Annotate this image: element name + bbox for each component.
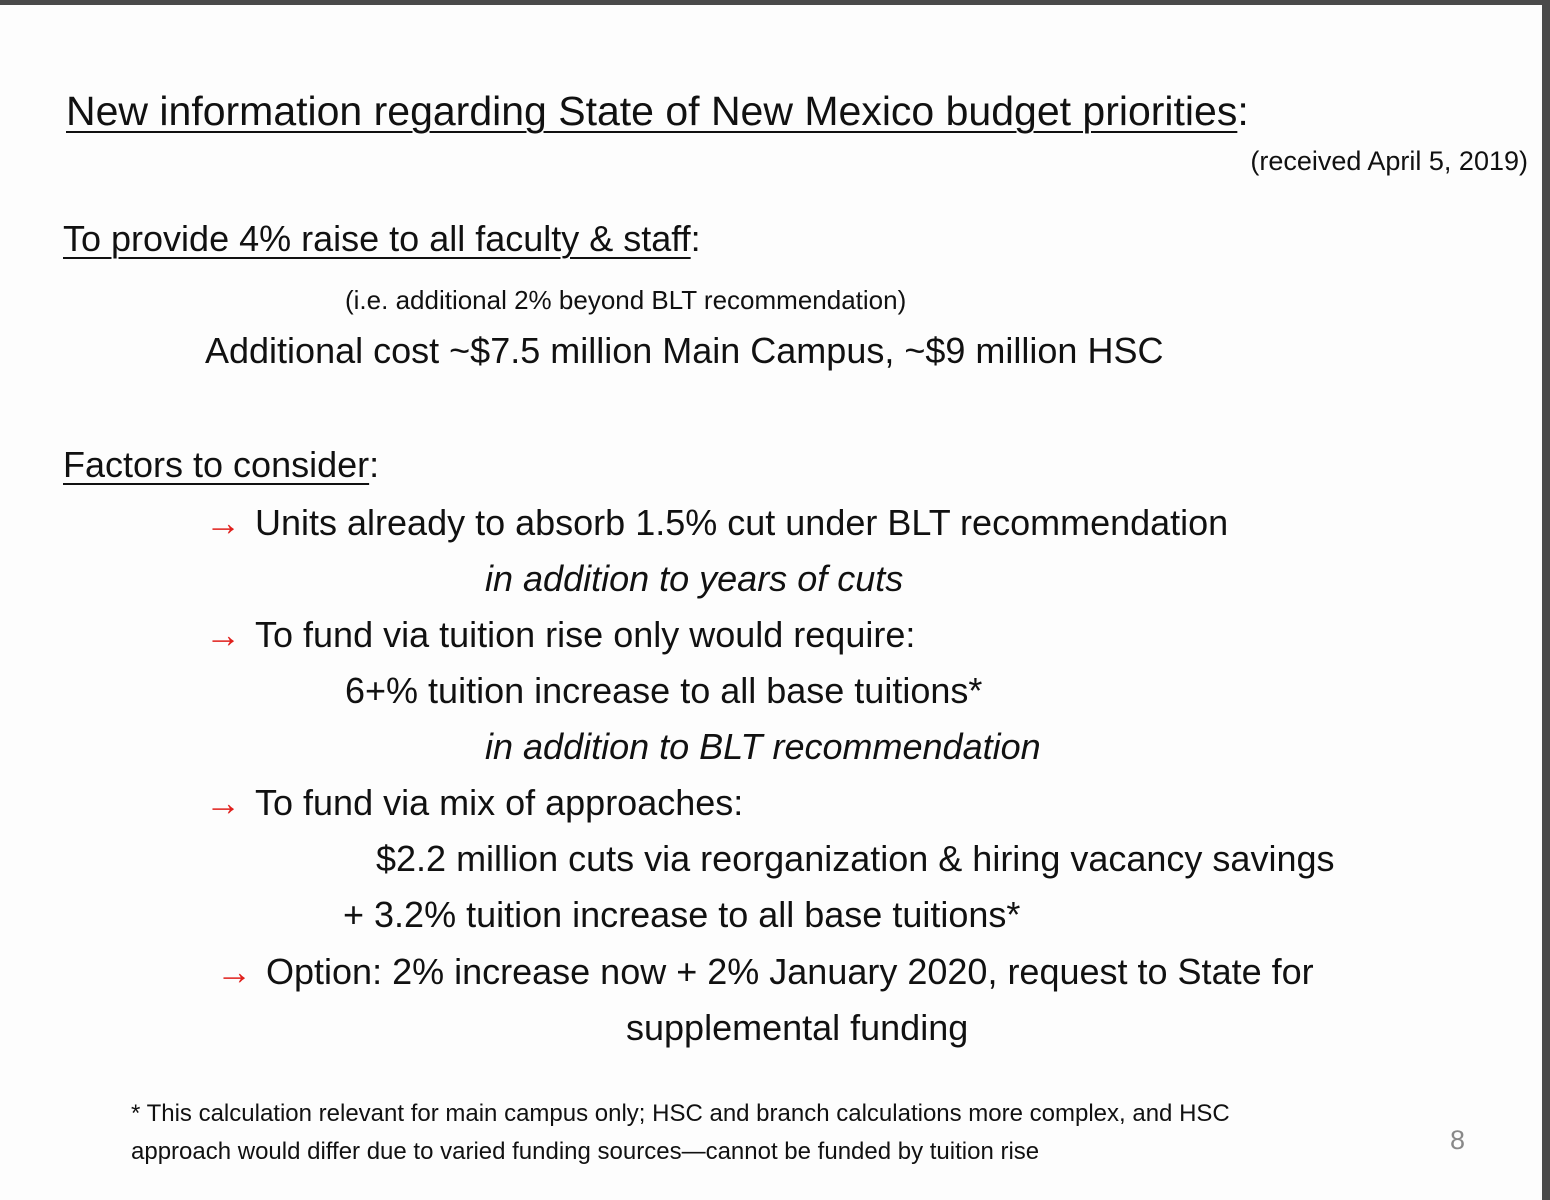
raise-cost: Additional cost ~$7.5 million Main Campu… — [205, 330, 1164, 371]
received-date: (received April 5, 2019) — [1250, 146, 1528, 176]
factor-item-3: → To fund via mix of approaches: — [205, 785, 743, 821]
slide-title: New information regarding State of New M… — [66, 91, 1249, 132]
factor-item-1: → Units already to absorb 1.5% cut under … — [205, 505, 1228, 541]
raise-heading: To provide 4% raise to all faculty & sta… — [63, 221, 701, 257]
raise-heading-text: To provide 4% raise to all faculty & sta… — [63, 218, 691, 259]
title-colon: : — [1237, 88, 1249, 134]
footnote-line-2: approach would differ due to varied fund… — [131, 1138, 1040, 1165]
right-arrow-icon: → — [216, 951, 252, 992]
raise-note: (i.e. additional 2% beyond BLT recommend… — [345, 285, 907, 315]
right-arrow-icon: → — [205, 502, 241, 543]
factor-sub: in addition to BLT recommendation — [485, 726, 1041, 767]
factor-item-2: → To fund via tuition rise only would req… — [205, 617, 915, 653]
factor-text: To fund via mix of approaches: — [255, 782, 744, 823]
factor-sub: + 3.2% tuition increase to all base tuit… — [343, 894, 1021, 935]
factor-sub: supplemental funding — [626, 1007, 969, 1048]
factor-sub: $2.2 million cuts via reorganization & h… — [376, 838, 1335, 879]
title-text: New information regarding State of New M… — [66, 88, 1238, 134]
factors-colon: : — [369, 444, 380, 485]
factor-item-4: → Option: 2% increase now + 2% January 20… — [216, 954, 1314, 990]
factors-heading: Factors to consider: — [63, 447, 379, 483]
factor-sub: 6+% tuition increase to all base tuition… — [345, 670, 983, 711]
factor-text: Units already to absorb 1.5% cut under B… — [255, 502, 1229, 543]
page-number: 8 — [1450, 1125, 1466, 1155]
footnote-line-1: * This calculation relevant for main cam… — [131, 1100, 1230, 1127]
slide: New information regarding State of New M… — [0, 5, 1542, 1200]
right-arrow-icon: → — [205, 782, 241, 823]
factor-text: Option: 2% increase now + 2% January 202… — [266, 951, 1314, 992]
factors-heading-text: Factors to consider — [63, 444, 370, 485]
factor-sub: in addition to years of cuts — [485, 558, 904, 599]
factor-text: To fund via tuition rise only would requ… — [255, 614, 916, 655]
right-arrow-icon: → — [205, 614, 241, 655]
raise-colon: : — [690, 218, 701, 259]
